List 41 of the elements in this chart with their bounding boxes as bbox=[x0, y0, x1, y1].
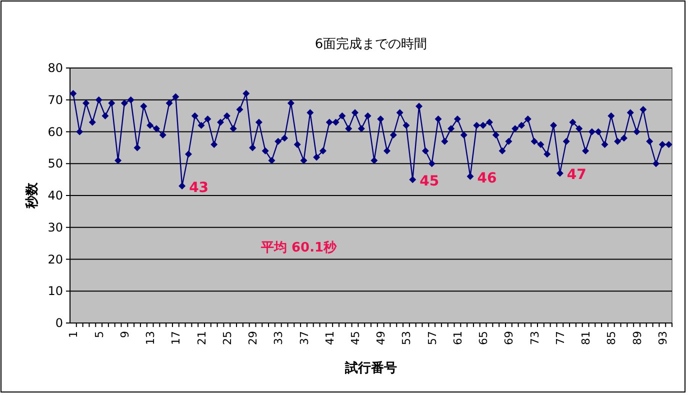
annotation: 47 bbox=[566, 167, 586, 184]
x-tick-label: 65 bbox=[477, 331, 490, 345]
y-tick-label: 60 bbox=[48, 124, 63, 139]
chart-title: 6面完成までの時間 bbox=[314, 36, 428, 52]
y-tick-label: 80 bbox=[48, 61, 63, 75]
x-axis-title: 試行番号 bbox=[344, 360, 397, 376]
x-tick-label: 61 bbox=[451, 331, 464, 345]
x-tick-label: 1 bbox=[67, 331, 80, 338]
x-tick-label: 53 bbox=[400, 331, 414, 345]
x-tick-label: 45 bbox=[348, 331, 362, 345]
x-tick-label: 37 bbox=[298, 331, 311, 345]
x-tick-label: 57 bbox=[426, 331, 439, 345]
x-tick-label: 81 bbox=[580, 331, 593, 345]
annotation: 平均 60.1秒 bbox=[260, 240, 338, 256]
x-tick-label: 13 bbox=[144, 331, 158, 345]
x-tick-label: 73 bbox=[528, 331, 542, 345]
x-tick-label: 33 bbox=[272, 331, 286, 345]
annotation: 46 bbox=[477, 170, 497, 186]
x-tick-label: 69 bbox=[502, 331, 516, 345]
y-tick-label: 20 bbox=[48, 252, 63, 266]
y-tick-label: 50 bbox=[48, 156, 63, 171]
y-tick-label: 0 bbox=[55, 316, 63, 330]
annotation: 43 bbox=[189, 180, 209, 196]
y-tick-label: 30 bbox=[48, 220, 63, 234]
x-tick-label: 25 bbox=[220, 331, 234, 345]
x-tick-label: 5 bbox=[92, 331, 106, 338]
x-tick-label: 77 bbox=[554, 331, 567, 345]
y-tick-label: 10 bbox=[48, 284, 63, 298]
x-tick-label: 93 bbox=[656, 331, 670, 345]
x-tick-label: 29 bbox=[246, 331, 260, 345]
x-tick-label: 41 bbox=[323, 331, 336, 345]
x-tick-label: 49 bbox=[374, 331, 388, 345]
x-tick-label: 9 bbox=[118, 331, 132, 338]
y-tick-label: 40 bbox=[48, 188, 63, 202]
x-tick-label: 21 bbox=[195, 331, 208, 345]
y-tick-label: 70 bbox=[48, 92, 63, 107]
annotation: 45 bbox=[420, 174, 440, 190]
y-axis-title: 秒数 bbox=[25, 182, 40, 210]
x-tick-label: 85 bbox=[605, 331, 618, 345]
x-tick-label: 89 bbox=[630, 331, 644, 345]
x-tick-label: 17 bbox=[170, 331, 183, 345]
